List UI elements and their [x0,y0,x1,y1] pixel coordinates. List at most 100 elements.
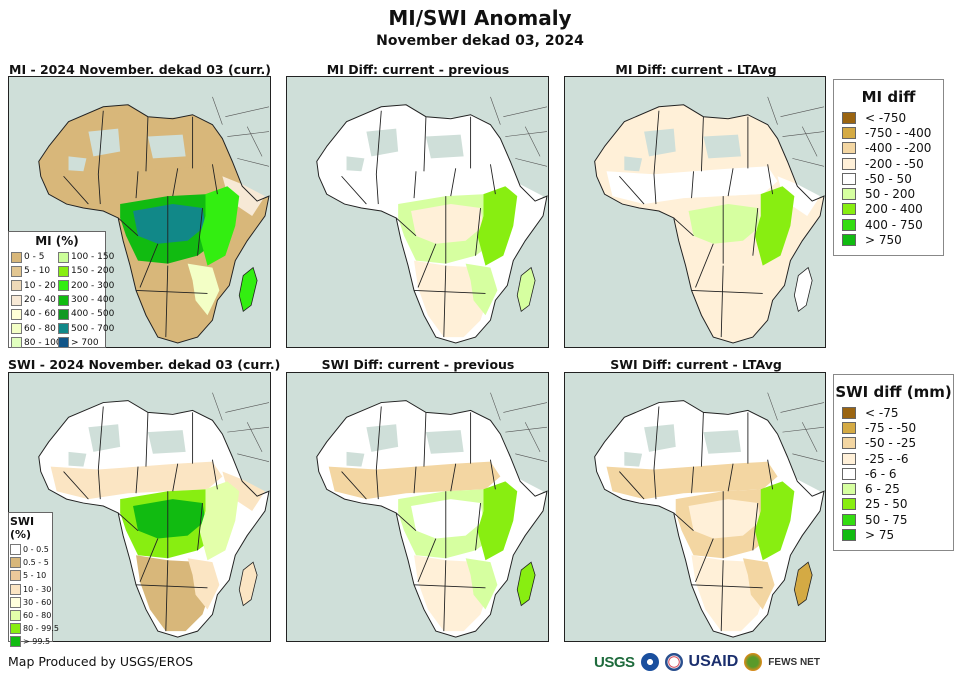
legend-item: -50 - -25 [834,436,953,451]
africa-coastline [594,400,825,638]
legend-swatch [58,308,69,320]
region-sahel [328,166,501,205]
region-no-data [366,128,399,157]
region-no-data [425,430,464,454]
legend-label: 6 - 25 [865,482,900,497]
map-panel-mi-diff-previous[interactable] [286,76,549,348]
legend-swatch [842,513,856,526]
legend-item: > 700 [58,336,114,350]
africa-coastline [316,104,548,344]
map-panel-swi-current[interactable] [8,372,271,642]
region-east-africa [199,481,240,561]
legend-swatch [11,280,22,292]
map-panel-mi-diff-ltavg[interactable] [564,76,826,348]
legend-swatch [842,529,856,542]
legend-swatch [842,467,856,480]
fews-net-globe-icon [744,653,763,671]
region-no-data [88,128,121,157]
legend-label: 500 - 700 [71,323,115,334]
legend-swatch [842,142,856,155]
legend-column-right: 100 - 150 150 - 200 200 - 300 300 - 400 400 … [58,250,114,350]
legend-item: -200 - -50 [834,156,943,171]
legend-swatch [10,623,21,635]
legend-item: 500 - 700 [58,321,114,335]
africa-coastline [38,400,270,638]
legend-item: 200 - 300 [58,279,114,293]
legend-swatch [10,583,21,595]
region-no-data [703,134,741,159]
region-no-data [346,451,365,467]
region-east-africa [477,481,518,561]
legend-swatch [58,337,69,349]
region-horn-of-africa [500,471,544,511]
madagascar [793,561,813,607]
legend-swatch [11,308,22,320]
panel-title-mi-diff-previous: MI Diff: current - previous [326,62,510,77]
africa-coastline [594,104,825,344]
legend-swatch [11,323,22,335]
legend-item: 60 - 80 [10,609,51,622]
legend-item: > 750 [834,232,943,247]
region-horn-of-africa [222,176,266,216]
legend-item: -400 - -200 [834,141,943,156]
legend-swatch [842,172,856,185]
legend-label: 50 - 75 [865,512,908,527]
legend-swatch [11,294,22,306]
middle-east-borders [212,392,270,462]
region-sahel [328,461,501,500]
legend-label: -25 - -6 [865,451,909,466]
region-sahel [606,166,778,205]
map-panel-swi-diff-previous[interactable] [286,372,549,642]
legend-item: < -75 [834,405,953,420]
region-east-africa [199,186,240,266]
region-sahel [50,166,223,205]
legend-label: 0 - 0.5 [23,545,49,555]
madagascar [238,266,258,312]
region-no-data [366,424,399,452]
legend-mi-percent: MI (%) 0 - 5 5 - 10 10 - 20 20 - 40 40 - 60 6… [8,231,114,350]
legend-swatch [842,234,856,247]
region-no-data [68,156,87,172]
usda-seal-icon [664,653,683,671]
legend-item: 0.5 - 5 [10,556,51,569]
legend-label: -50 - 50 [865,171,912,186]
legend-swatch [58,265,69,277]
legend-label: > 700 [71,337,99,348]
legend-label: 50 - 200 [865,187,916,202]
legend-label: 20 - 40 [24,295,56,306]
legend-label: > 750 [865,233,902,248]
middle-east-borders [767,392,825,462]
legend-swatch [10,570,21,582]
country-borders [341,406,496,632]
legend-label: 5 - 10 [23,571,47,581]
legend-item: 80 - 99.5 [10,622,59,635]
usaid-logo: USAID [688,653,739,670]
region-no-data [644,424,676,452]
legend-label: 5 - 10 [24,266,51,277]
partner-logos: USGS USAID FEWS NET [594,650,820,674]
legend-swatch [10,596,21,608]
legend-swatch [58,251,69,263]
country-borders [619,110,774,338]
middle-east-borders [490,96,548,167]
legend-item: 80 - 100 [11,336,62,350]
region-congo-basin [688,499,761,539]
legend-label: 60 - 80 [24,323,56,334]
legend-label: < -750 [865,110,907,125]
map-panel-swi-diff-ltavg[interactable] [564,372,826,642]
region-east-africa [477,186,518,266]
africa-coastline [316,400,548,638]
legend-item: 300 - 400 [58,293,114,307]
legend-swatch [842,188,856,201]
legend-title: MI diff [861,88,916,106]
panel-title-mi-diff-ltavg: MI Diff: current - LTAvg [615,62,777,77]
legend-label: 25 - 50 [865,497,908,512]
region-horn-of-africa [777,176,821,216]
region-no-data [88,424,121,452]
region-no-data [147,430,186,454]
region-no-data [147,134,186,159]
legend-label: 400 - 500 [71,309,115,320]
panel-title-mi-current: MI - 2024 November. dekad 03 (curr.) [9,62,271,77]
legend-title: MI (%) [35,234,79,248]
africa-coastline [38,104,270,344]
